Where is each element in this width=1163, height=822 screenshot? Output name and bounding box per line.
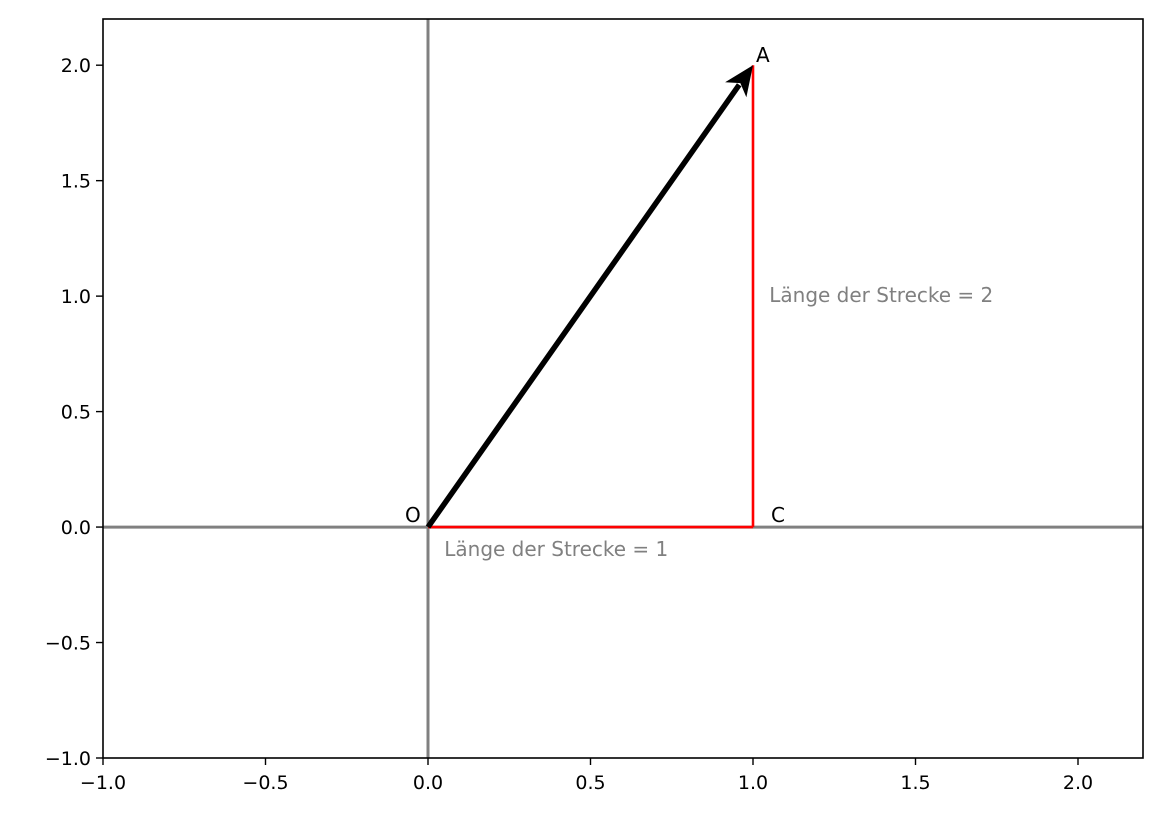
y-tick-label: −1.0 [45, 748, 91, 770]
x-tick-label: 1.5 [900, 772, 930, 794]
plot-frame [102, 18, 1144, 759]
y-tick-label: 1.5 [61, 171, 91, 193]
point-label-o: O [405, 503, 421, 527]
vector-arrowhead [725, 65, 753, 98]
y-tick-label: 2.0 [61, 55, 91, 77]
x-tick-label: −1.0 [80, 772, 126, 794]
x-tick-label: 2.0 [1063, 772, 1093, 794]
y-tick-label: 0.0 [61, 517, 91, 539]
plot-area: O A C Länge der Strecke = 1 Länge der Streck… [45, 18, 1144, 794]
segment-length-label-1: Länge der Strecke = 1 [444, 537, 668, 561]
point-label-a: A [756, 43, 770, 67]
x-tick-label: 0.0 [413, 772, 443, 794]
segment-length-label-2: Länge der Strecke = 2 [769, 283, 993, 307]
y-tick-label: 1.0 [61, 286, 91, 308]
vector-shaft [425, 83, 742, 529]
x-tick-label: 0.5 [575, 772, 605, 794]
x-tick-label: 1.0 [738, 772, 768, 794]
y-tick-label: 0.5 [61, 402, 91, 424]
y-tick-label: −0.5 [45, 633, 91, 655]
point-label-c: C [771, 503, 785, 527]
x-tick-label: −0.5 [242, 772, 288, 794]
